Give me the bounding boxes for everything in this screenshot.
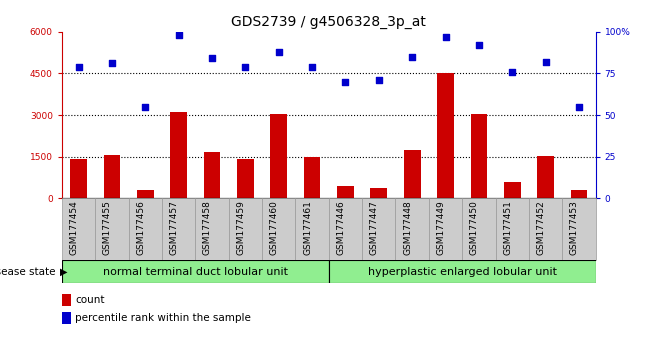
Bar: [529, 198, 562, 260]
Bar: [70, 159, 87, 198]
Point: [540, 59, 551, 65]
Text: GSM177459: GSM177459: [236, 200, 245, 255]
Point: [107, 61, 117, 66]
Bar: [62, 198, 95, 260]
Bar: [296, 198, 329, 260]
Bar: [495, 198, 529, 260]
Bar: [396, 198, 429, 260]
Bar: [329, 260, 596, 283]
Point: [207, 56, 217, 61]
Point: [307, 64, 317, 70]
Bar: [62, 260, 329, 283]
Bar: [137, 190, 154, 198]
Text: GSM177447: GSM177447: [370, 200, 379, 255]
Text: percentile rank within the sample: percentile rank within the sample: [76, 313, 251, 323]
Text: GSM177456: GSM177456: [136, 200, 145, 255]
Bar: [437, 73, 454, 198]
Bar: [62, 294, 72, 306]
Text: normal terminal duct lobular unit: normal terminal duct lobular unit: [103, 267, 288, 277]
Bar: [370, 188, 387, 198]
Point: [507, 69, 518, 75]
Bar: [471, 114, 487, 198]
Bar: [104, 155, 120, 198]
Bar: [337, 186, 353, 198]
Bar: [229, 198, 262, 260]
Point: [340, 79, 351, 85]
Bar: [128, 198, 162, 260]
Point: [374, 77, 384, 83]
Text: GSM177452: GSM177452: [536, 200, 546, 255]
Text: GSM177451: GSM177451: [503, 200, 512, 255]
Bar: [237, 159, 254, 198]
Bar: [429, 198, 462, 260]
Point: [140, 104, 150, 110]
Bar: [462, 198, 495, 260]
Text: GSM177453: GSM177453: [570, 200, 579, 255]
Point: [240, 64, 251, 70]
Text: disease state: disease state: [0, 267, 59, 277]
Point: [74, 64, 84, 70]
Text: GSM177457: GSM177457: [170, 200, 178, 255]
Bar: [204, 153, 220, 198]
Text: GSM177449: GSM177449: [437, 200, 445, 255]
Text: GSM177448: GSM177448: [403, 200, 412, 255]
Point: [173, 32, 184, 38]
Point: [474, 42, 484, 48]
Bar: [304, 158, 320, 198]
Text: count: count: [76, 295, 105, 305]
Text: GSM177458: GSM177458: [203, 200, 212, 255]
Bar: [562, 198, 596, 260]
Bar: [95, 198, 129, 260]
Text: ▶: ▶: [60, 267, 68, 277]
Text: GSM177455: GSM177455: [103, 200, 112, 255]
Point: [440, 34, 450, 40]
Bar: [504, 182, 521, 198]
Bar: [537, 156, 554, 198]
Bar: [362, 198, 396, 260]
Bar: [162, 198, 195, 260]
Text: hyperplastic enlarged lobular unit: hyperplastic enlarged lobular unit: [368, 267, 557, 277]
Bar: [262, 198, 296, 260]
Bar: [404, 150, 421, 198]
Point: [407, 54, 417, 59]
Bar: [270, 114, 287, 198]
Bar: [571, 190, 587, 198]
Point: [574, 104, 584, 110]
Text: GSM177450: GSM177450: [470, 200, 479, 255]
Bar: [171, 112, 187, 198]
Text: GSM177461: GSM177461: [303, 200, 312, 255]
Bar: [62, 312, 72, 324]
Bar: [329, 198, 362, 260]
Text: GSM177446: GSM177446: [337, 200, 346, 255]
Text: GSM177460: GSM177460: [270, 200, 279, 255]
Bar: [195, 198, 229, 260]
Point: [273, 49, 284, 55]
Text: GSM177454: GSM177454: [70, 200, 79, 255]
Title: GDS2739 / g4506328_3p_at: GDS2739 / g4506328_3p_at: [231, 16, 426, 29]
